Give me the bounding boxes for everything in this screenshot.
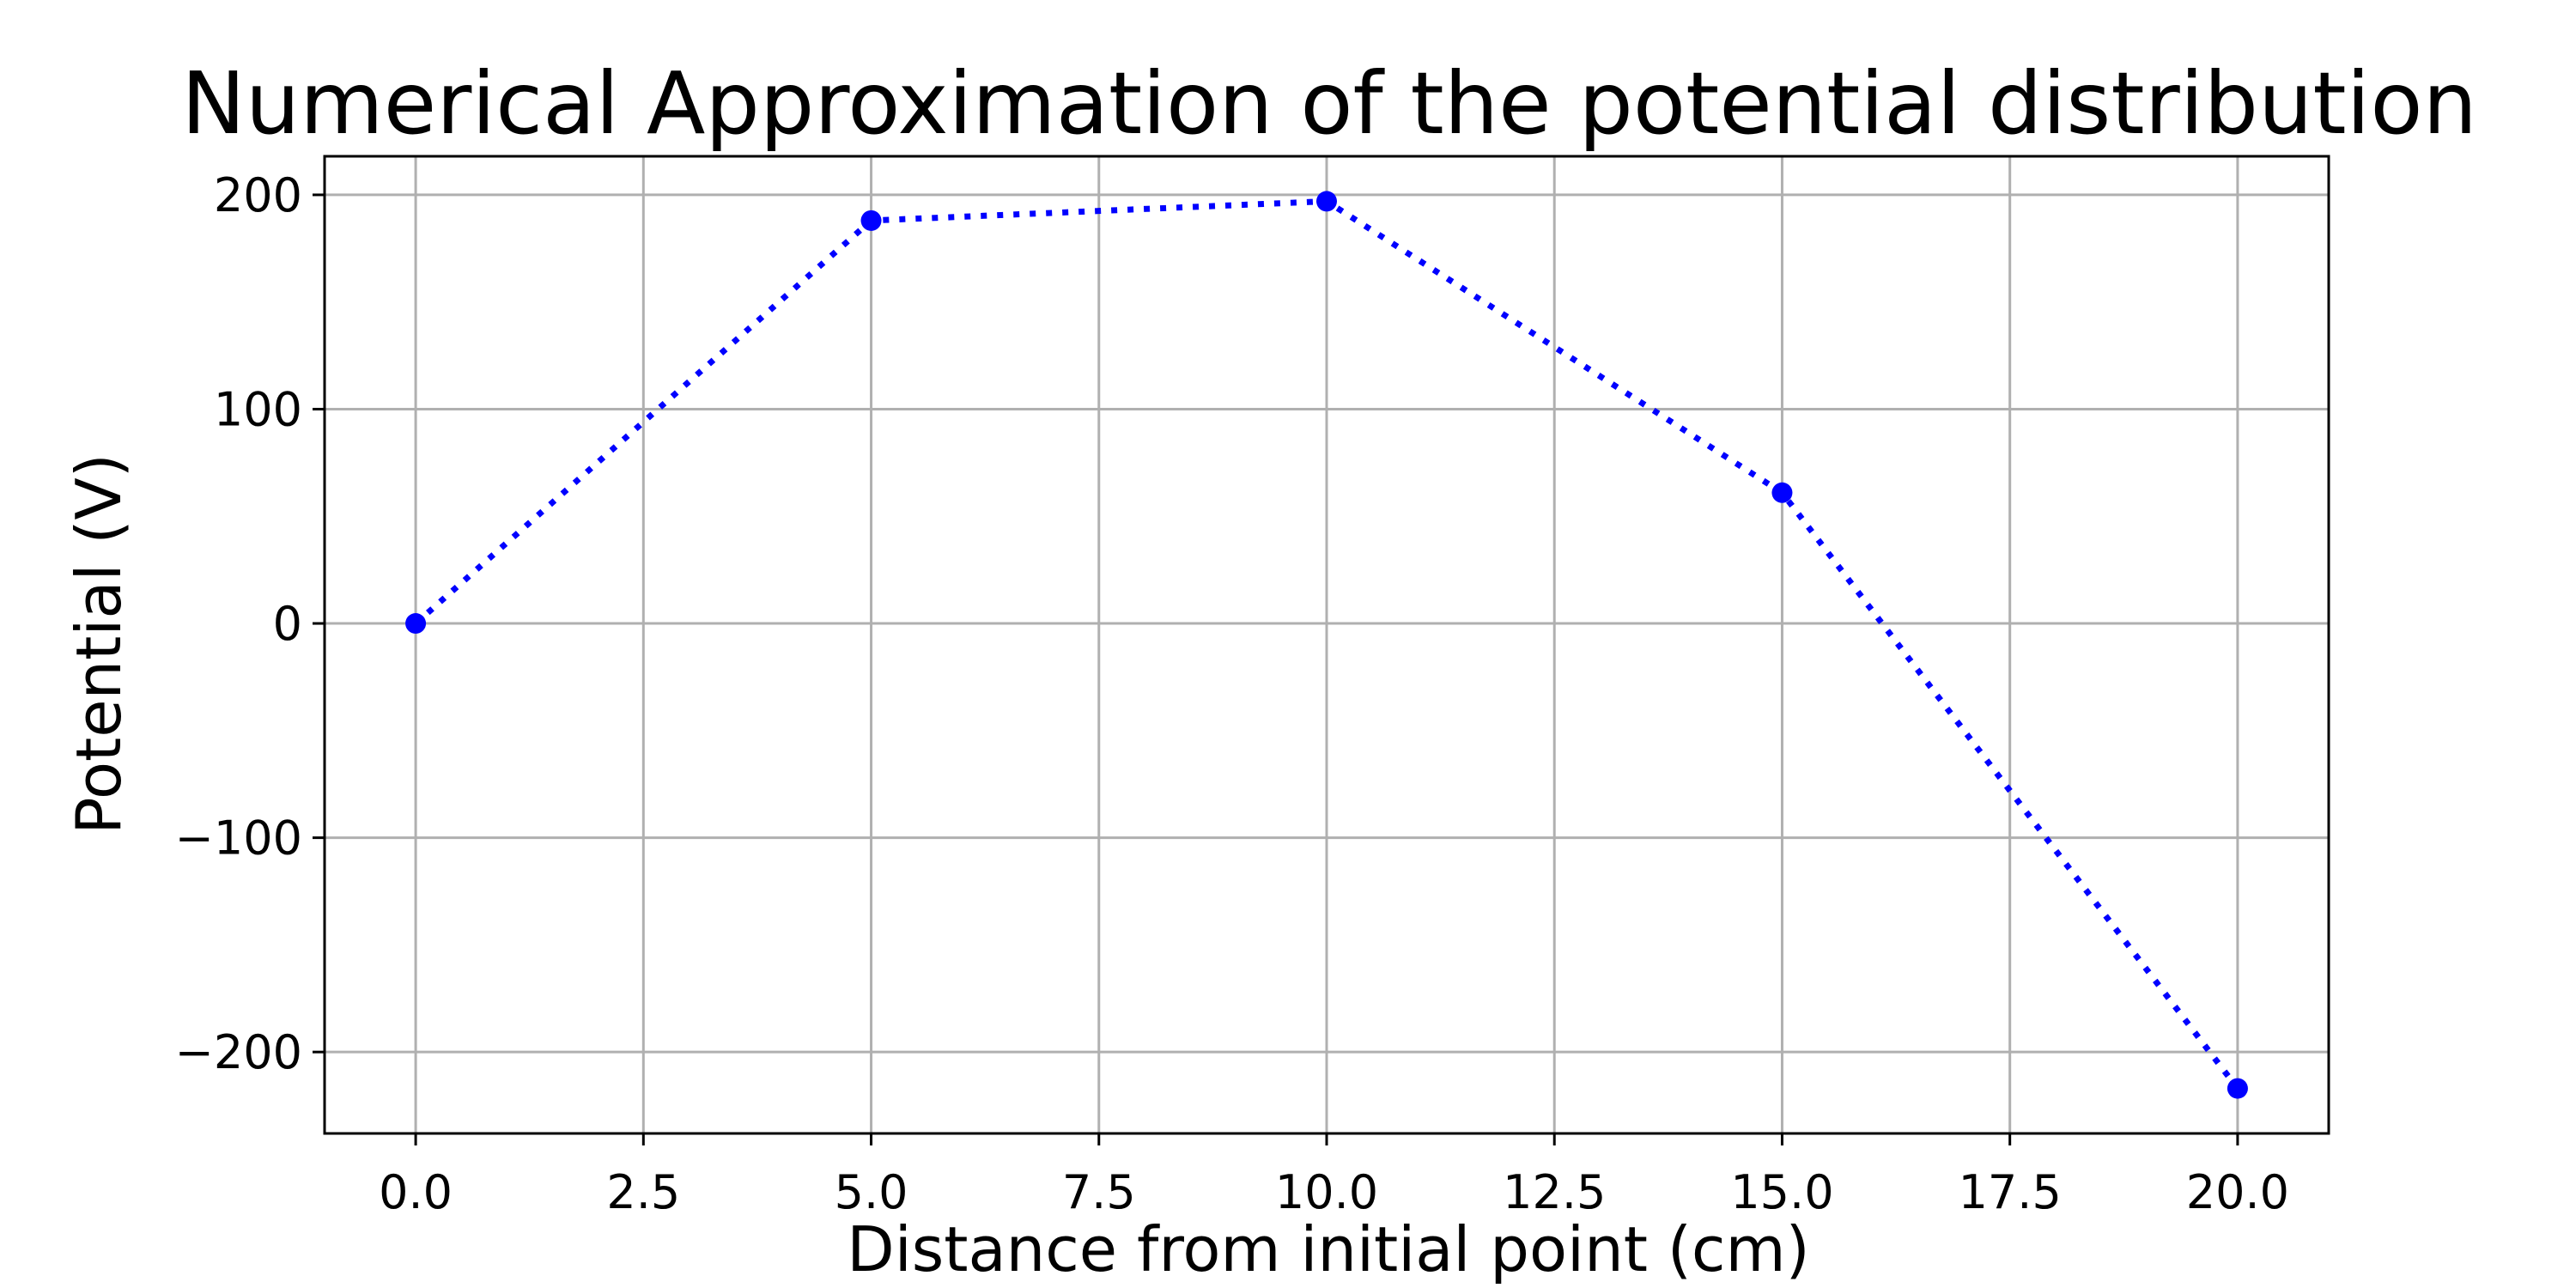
- y-tick-label: −200: [175, 1025, 302, 1079]
- data-point: [1771, 482, 1793, 503]
- y-tick-label: 200: [214, 168, 302, 222]
- chart-title: Numerical Approximation of the potential…: [181, 53, 2477, 154]
- axis-ticks: 0.0 2.5 5.0 7.5 10.0 12.5 15.0 17.5 20.0 −200 −100…: [175, 168, 2289, 1219]
- x-tick-label: 12.5: [1503, 1165, 1606, 1219]
- x-tick-label: 15.0: [1730, 1165, 1833, 1219]
- y-tick-label: 100: [214, 382, 302, 436]
- x-axis-label: Distance from initial point (cm): [847, 1213, 1809, 1285]
- x-tick-label: 2.5: [606, 1165, 680, 1219]
- y-tick-label: −100: [175, 811, 302, 866]
- data-point: [2227, 1078, 2248, 1099]
- data-point: [405, 613, 427, 635]
- x-tick-label: 17.5: [1959, 1165, 2062, 1219]
- y-tick-label: 0: [273, 597, 302, 651]
- data-point: [860, 210, 882, 231]
- data-series: [405, 191, 2248, 1099]
- x-tick-label: 7.5: [1062, 1165, 1136, 1219]
- x-tick-label: 10.0: [1275, 1165, 1378, 1219]
- x-tick-label: 20.0: [2186, 1165, 2289, 1219]
- y-axis-label: Potential (V): [63, 453, 135, 835]
- x-tick-label: 5.0: [835, 1165, 908, 1219]
- x-tick-label: 0.0: [379, 1165, 453, 1219]
- data-point: [1316, 191, 1337, 212]
